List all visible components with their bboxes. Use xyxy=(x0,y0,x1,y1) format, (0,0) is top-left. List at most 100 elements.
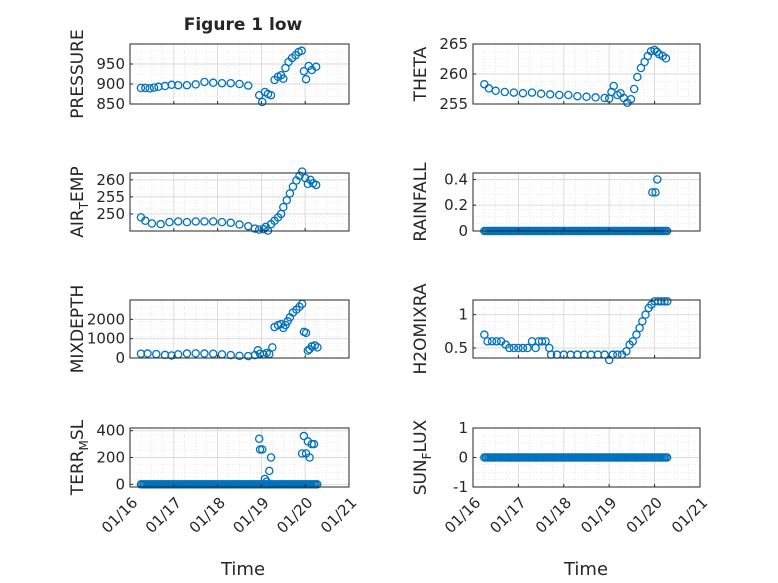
data-point xyxy=(663,297,672,306)
data-point xyxy=(258,97,267,107)
data-point xyxy=(541,337,550,346)
data-point xyxy=(660,297,669,306)
data-point xyxy=(226,350,235,360)
data-point xyxy=(311,62,321,72)
y-tick-label: 0.2 xyxy=(444,196,468,214)
data-point xyxy=(191,80,200,89)
y-tick-label: 255 xyxy=(439,95,468,113)
data-point xyxy=(487,337,497,346)
y-tick-label: 0.4 xyxy=(444,170,468,188)
data-point xyxy=(235,79,244,89)
y-tick-label: 265 xyxy=(439,35,468,53)
y-tick-label: 2000 xyxy=(87,310,125,328)
data-point xyxy=(509,88,519,97)
data-point xyxy=(648,188,657,197)
y-axis-label: PRESSURE xyxy=(68,29,88,118)
data-point xyxy=(143,349,152,358)
data-point xyxy=(173,217,183,226)
data-point xyxy=(573,91,582,101)
y-axis-label: THETA xyxy=(411,46,431,102)
data-point xyxy=(636,63,646,73)
data-point xyxy=(145,84,154,93)
axes-box xyxy=(129,43,350,105)
data-point xyxy=(509,343,519,353)
data-point xyxy=(609,81,618,91)
data-point xyxy=(311,180,321,190)
axes-box xyxy=(472,299,701,359)
data-point xyxy=(537,337,547,346)
subplot-6: 0.5 1 H2OMIXRA xyxy=(411,283,701,375)
data-point xyxy=(564,90,573,100)
data-point xyxy=(301,74,311,84)
data-point xyxy=(279,202,288,212)
data-point xyxy=(266,90,276,100)
data-point xyxy=(235,220,244,229)
y-tick-label: 200 xyxy=(96,449,125,467)
data-point xyxy=(653,175,662,184)
data-point xyxy=(500,87,510,97)
y-tick-label: 900 xyxy=(96,75,125,93)
data-point xyxy=(258,445,267,454)
data-point xyxy=(313,343,322,352)
data-point xyxy=(266,453,276,462)
data-point xyxy=(661,54,671,63)
subplot-2: 255 260 265 THETA xyxy=(411,35,701,113)
data-point xyxy=(626,94,636,104)
data-point xyxy=(200,349,209,358)
data-point xyxy=(600,93,609,103)
data-point xyxy=(629,84,639,94)
data-point xyxy=(235,351,244,361)
data-point xyxy=(299,431,309,441)
axes-box xyxy=(129,172,350,232)
data-point xyxy=(250,224,260,233)
data-point xyxy=(208,217,218,226)
data-point xyxy=(254,434,264,443)
data-point xyxy=(226,78,235,88)
data-point xyxy=(136,83,146,93)
y-tick-label: 0.5 xyxy=(444,339,468,357)
data-point xyxy=(518,88,528,98)
data-point xyxy=(141,83,150,93)
data-point xyxy=(638,317,647,326)
x-axis-label-right: Time xyxy=(563,559,608,580)
data-point xyxy=(301,328,311,338)
y-tick-label: 0 xyxy=(458,449,468,467)
data-point xyxy=(650,45,659,55)
data-point xyxy=(297,449,307,458)
data-point xyxy=(652,47,662,57)
y-axis-label: SUNFLUX xyxy=(411,419,434,495)
data-point xyxy=(531,343,540,353)
y-axis-label: TERRMSL xyxy=(68,419,91,496)
figure-title: Figure 1 low xyxy=(184,15,303,35)
data-point xyxy=(217,78,227,88)
data-point xyxy=(651,188,660,197)
data-point xyxy=(582,92,591,102)
data-point xyxy=(279,74,288,84)
y-tick-label: 850 xyxy=(96,95,125,113)
axes-box xyxy=(129,299,350,359)
y-tick-label: 1 xyxy=(458,419,468,437)
data-point xyxy=(492,337,501,346)
data-point xyxy=(165,217,174,227)
data-point xyxy=(299,66,309,76)
data-point xyxy=(191,217,200,226)
y-tick-label: 400 xyxy=(96,422,125,440)
data-point xyxy=(285,189,295,198)
data-point xyxy=(147,219,157,228)
x-axis-label-left: Time xyxy=(220,559,265,580)
data-point xyxy=(653,297,663,306)
y-axis-label: H2OMIXRA xyxy=(411,283,431,374)
y-tick-label: -1 xyxy=(453,478,468,496)
data-point xyxy=(297,46,306,56)
data-point xyxy=(259,225,268,234)
y-tick-label: 1 xyxy=(458,306,468,324)
subplot-1: 850 900 950 PRESSURE xyxy=(68,29,350,119)
data-point xyxy=(536,89,546,99)
data-point xyxy=(622,347,631,356)
data-point xyxy=(182,80,192,90)
data-point xyxy=(628,337,638,346)
data-point xyxy=(191,349,200,358)
y-tick-label: 0 xyxy=(115,475,125,493)
